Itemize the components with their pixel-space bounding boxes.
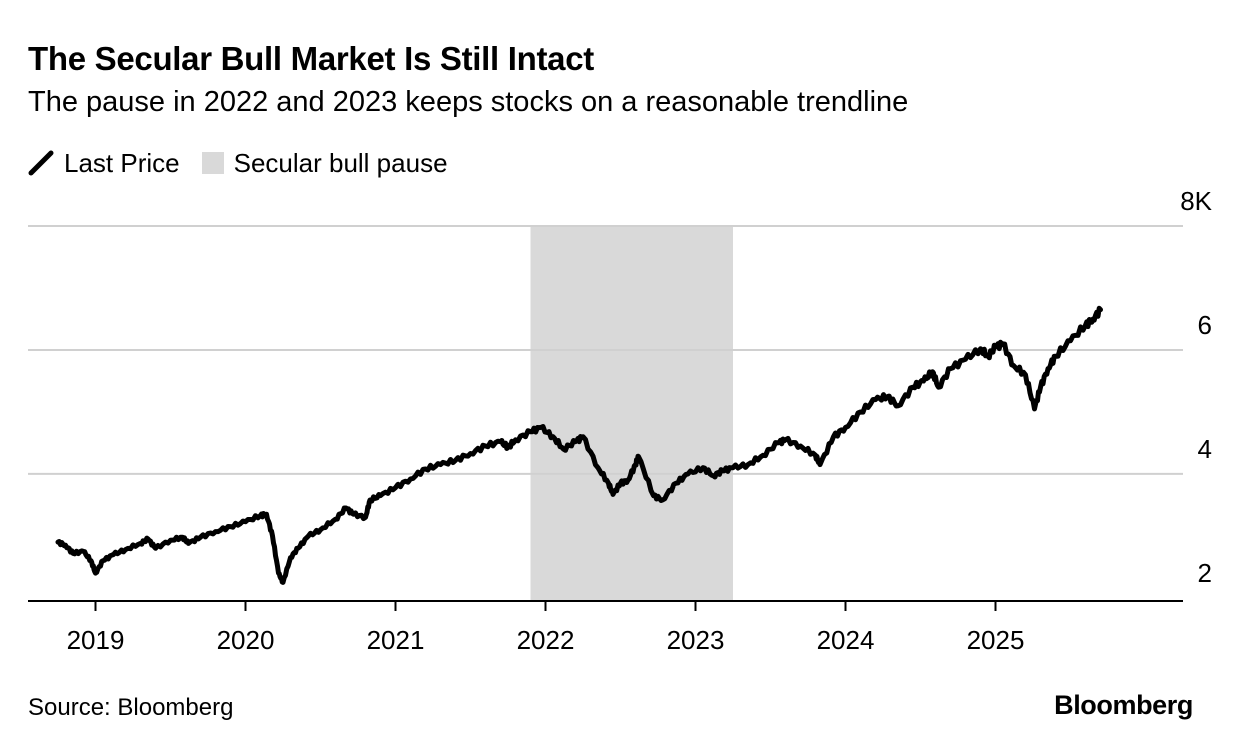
source-note: Source: Bloomberg	[28, 694, 234, 721]
x-tick-label-2020: 2020	[217, 625, 275, 655]
x-tick-label-2021: 2021	[367, 625, 425, 655]
x-tick-label-2024: 2024	[817, 625, 875, 655]
series-line-0	[55, 305, 1103, 585]
x-tick-label-2019: 2019	[67, 625, 125, 655]
legend: Last Price Secular bull pause	[28, 146, 470, 180]
x-tick-label-2022: 2022	[517, 625, 575, 655]
shaded-region-0	[530, 226, 733, 601]
legend-item-secular-bull-pause: Secular bull pause	[201, 147, 448, 179]
line-swatch-icon	[28, 150, 54, 176]
y-tick-label-8: 8K	[1180, 186, 1212, 216]
chart-title: The Secular Bull Market Is Still Intact	[28, 40, 594, 77]
legend-label-last-price: Last Price	[64, 147, 180, 178]
chart-subtitle: The pause in 2022 and 2023 keeps stocks …	[28, 86, 909, 118]
x-tick-label-2025: 2025	[967, 625, 1025, 655]
shade-swatch-icon	[201, 152, 224, 174]
y-tick-label-6: 6	[1198, 310, 1212, 340]
legend-label-secular-bull-pause: Secular bull pause	[233, 147, 448, 178]
legend-item-last-price: Last Price	[28, 148, 180, 179]
y-tick-label-4: 4	[1198, 434, 1212, 464]
brand-logo: Bloomberg	[1054, 690, 1193, 720]
x-tick-label-2023: 2023	[667, 625, 725, 655]
y-tick-label-2: 2	[1198, 558, 1212, 588]
